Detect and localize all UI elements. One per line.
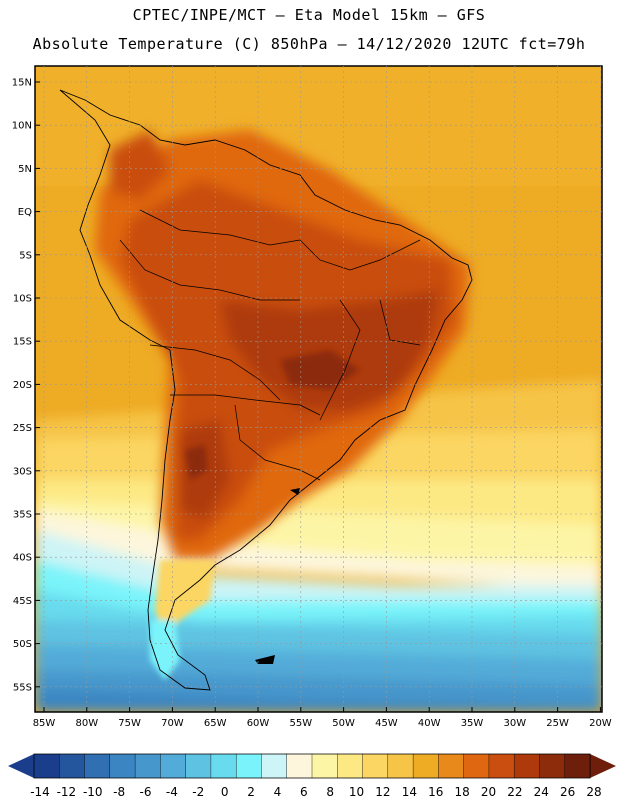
country-borders	[119, 209, 421, 481]
colorbar-cell	[134, 753, 161, 779]
colorbar-cell	[286, 753, 313, 779]
colorbar-label: 6	[300, 785, 308, 799]
colorbar-label: 12	[375, 785, 390, 799]
colorbar-label: -4	[166, 785, 178, 799]
colorbar-label: -8	[113, 785, 125, 799]
colorbar-cell	[438, 753, 465, 779]
lon-label: 40W	[418, 718, 441, 729]
lon-label: 30W	[503, 718, 526, 729]
lat-label: 20S	[13, 380, 32, 391]
lon-label: 50W	[332, 718, 355, 729]
lon-label: 70W	[161, 718, 184, 729]
lat-label: EQ	[18, 207, 32, 218]
colorbar-cell	[109, 753, 136, 779]
colorbar-arrow-left	[8, 754, 34, 778]
colorbar-cell	[488, 753, 515, 779]
colorbar-cell	[564, 753, 591, 779]
lon-label: 60W	[247, 718, 270, 729]
colorbar-label: 24	[534, 785, 549, 799]
colorbar-cell	[261, 753, 288, 779]
colorbar-cell	[311, 753, 338, 779]
lon-label: 35W	[461, 718, 484, 729]
lon-label: 65W	[204, 718, 227, 729]
lat-label: 5S	[19, 250, 32, 261]
lon-label: 45W	[375, 718, 398, 729]
colorbar-label: -14	[30, 785, 50, 799]
colorbar-cell	[160, 753, 187, 779]
colorbar-label: 20	[481, 785, 496, 799]
colorbar-label: 28	[586, 785, 601, 799]
lat-label: 35S	[13, 510, 32, 521]
lon-label: 80W	[75, 718, 98, 729]
lat-label: 45S	[13, 596, 32, 607]
chart-title-line2: Absolute Temperature (C) 850hPa – 14/12/…	[32, 35, 586, 53]
colorbar-cell	[33, 753, 60, 779]
lat-label: 5N	[18, 164, 32, 175]
colorbar-label: 16	[428, 785, 443, 799]
lon-label: 85W	[33, 718, 56, 729]
colorbar-cell	[362, 753, 389, 779]
colorbar-cell	[84, 753, 111, 779]
colorbar-label: -2	[192, 785, 204, 799]
colorbar-cell	[185, 753, 212, 779]
latitude-labels: 15N 10N 5N EQ 5S 10S 15S 20S 25S 30S 35S 40S 45S 50S 5…	[12, 78, 40, 693]
colorbar-cell	[513, 753, 540, 779]
colorbar-label: 0	[221, 785, 229, 799]
colorbar-label: 26	[560, 785, 575, 799]
chart-title-line1: CPTEC/INPE/MCT – Eta Model 15km – GFS	[132, 6, 486, 24]
longitude-labels: 85W 80W 75W 70W 65W 60W 55W 50W 45W 40W 35W 30W 25W 2…	[33, 707, 612, 729]
colorbar-label: 14	[402, 785, 417, 799]
lon-label: 20W	[589, 718, 612, 729]
colorbar-label: 22	[507, 785, 522, 799]
lat-label: 50S	[13, 639, 32, 650]
colorbar-label: 10	[349, 785, 364, 799]
lat-label: 15N	[12, 78, 32, 89]
lon-label: 25W	[546, 718, 569, 729]
colorbar-cell	[337, 753, 364, 779]
colorbar-label: 4	[274, 785, 282, 799]
colorbar-cell	[387, 753, 414, 779]
lat-label: 25S	[13, 423, 32, 434]
lat-label: 55S	[13, 682, 32, 693]
colorbar-label: -12	[57, 785, 77, 799]
temperature-field	[35, 66, 602, 712]
colorbar-cell	[412, 753, 439, 779]
colorbar-cell	[463, 753, 490, 779]
lon-label: 75W	[118, 718, 141, 729]
colorbar-label: 8	[326, 785, 334, 799]
lat-label: 10S	[13, 294, 32, 305]
lon-label: 55W	[289, 718, 312, 729]
continent-outline	[59, 89, 473, 691]
colorbar-cell	[235, 753, 262, 779]
colorbar-cell	[59, 753, 86, 779]
map-frame	[34, 65, 603, 713]
colorbar-label: 2	[247, 785, 255, 799]
colorbar-label: 18	[454, 785, 469, 799]
colorbar-cell	[210, 753, 237, 779]
colorbar-cell	[539, 753, 566, 779]
lat-label: 15S	[13, 337, 32, 348]
lat-label: 40S	[13, 553, 32, 564]
lat-label: 10N	[12, 121, 32, 132]
colorbar-label: -10	[83, 785, 103, 799]
colorbar-arrow-right	[590, 754, 616, 778]
colorbar-label: -6	[140, 785, 152, 799]
lat-label: 30S	[13, 466, 32, 477]
colorbar: -14 -12 -10 -8 -6 -4 -2 0 2 4 6 8 10 12 14 16 18 20 22 24 26…	[8, 753, 616, 799]
